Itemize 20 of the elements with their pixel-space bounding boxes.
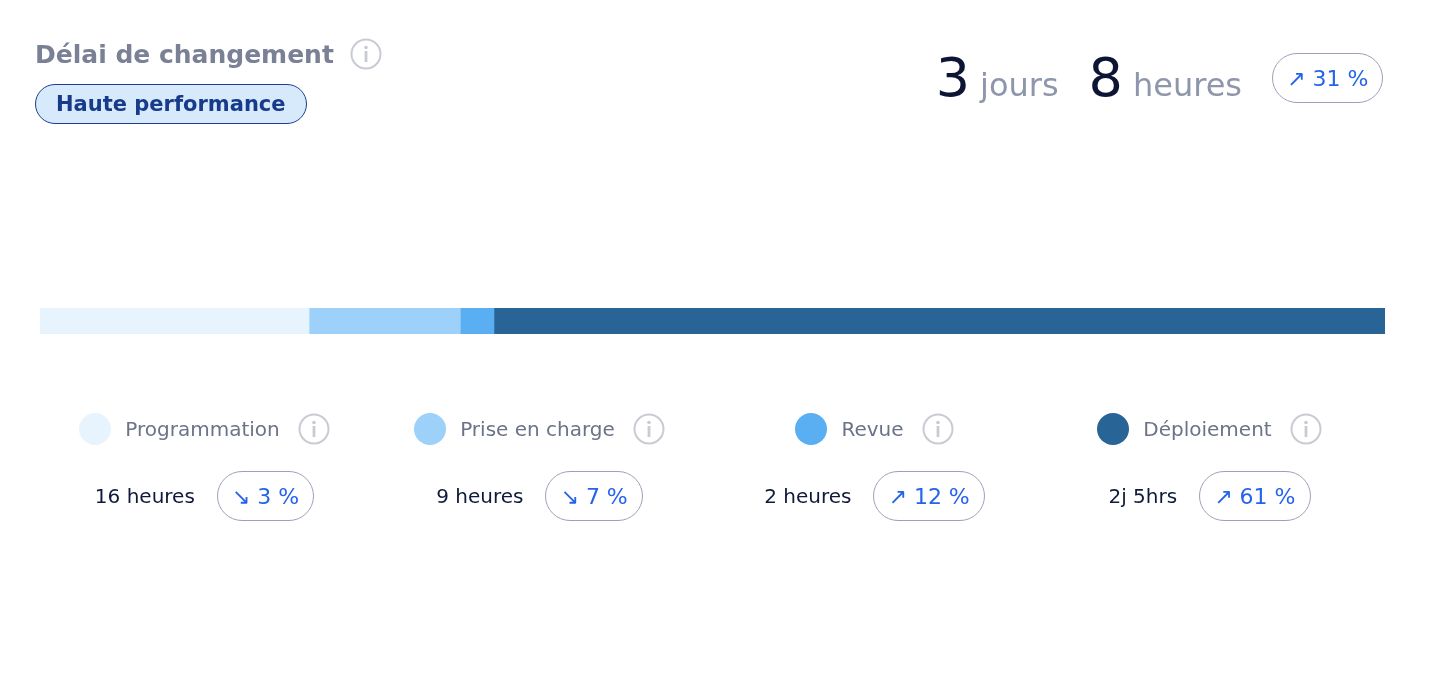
legend-label: Programmation: [125, 417, 280, 441]
text: 2j 5hrs: [1108, 484, 1178, 508]
text: 3 jours 8 heures: [935, 46, 1242, 109]
bar: [40, 308, 310, 334]
text: 16 heures: [94, 484, 195, 508]
legend-label: Revue: [841, 417, 904, 441]
bar: [493, 308, 1385, 334]
text: 9 heures: [436, 484, 524, 508]
legend-label: Prise en charge: [460, 417, 615, 441]
bar: [459, 308, 495, 334]
text: ↗ 61 %: [1199, 471, 1311, 521]
text: Haute performance: [35, 84, 307, 124]
bar: [308, 308, 461, 334]
text: 2 heures: [764, 484, 852, 508]
legend-label: Déploiement: [1143, 417, 1272, 441]
text: ↘ 3 %: [216, 471, 315, 521]
text: ↘ 7 %: [545, 471, 643, 521]
chart-title: Délai de changement: [35, 39, 334, 69]
text: ↗ 31 %: [1272, 53, 1384, 103]
text: ↗ 12 %: [873, 471, 985, 521]
